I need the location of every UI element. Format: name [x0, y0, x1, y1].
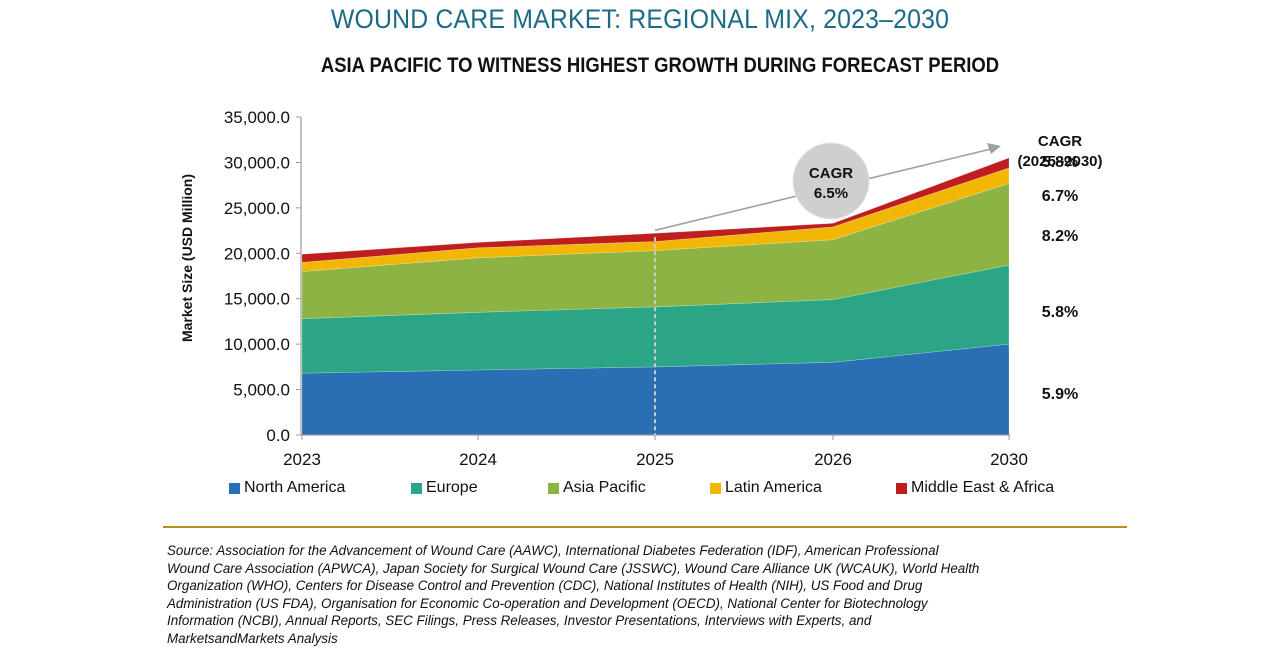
legend-swatch [548, 482, 559, 494]
cagr-value-latin-america: 6.7% [1042, 188, 1078, 205]
x-tick-label: 2024 [459, 450, 497, 469]
x-tick-label: 2026 [814, 450, 852, 469]
cagr-value-europe: 5.8% [1042, 304, 1078, 321]
cagr-value-middle-east-africa: 5.8% [1042, 154, 1078, 171]
source-line: MarketsandMarkets Analysis [167, 630, 338, 646]
source-line: Information (NCBI), Annual Reports, SEC … [167, 613, 872, 629]
x-tick-label: 2030 [990, 450, 1028, 469]
cagr-column-header: CAGR [1038, 133, 1082, 150]
area-latin-america [301, 167, 1010, 272]
legend-swatch [896, 482, 907, 494]
legend-swatch [710, 482, 721, 494]
y-axis-label: Market Size (USD Million) [179, 174, 195, 342]
overall-cagr-bubble [792, 142, 870, 220]
legend-item: Middle East & Africa [896, 479, 1054, 497]
y-tick-label: 10,000.0 [224, 335, 290, 354]
y-tick-label: 15,000.0 [224, 290, 290, 309]
axes: 0.0 5,000.0 10,000.0 15,000.0 20,000.0 25,000… [179, 108, 1028, 469]
legend-item: North America [229, 479, 345, 497]
y-tick-label: 25,000.0 [224, 199, 290, 218]
annotations: CAGR 6.5% CAGR (2025–2030) 5.9% 5.8% 8.2% 6.7% 5… [654, 133, 1103, 435]
arrowhead-icon [987, 143, 1001, 154]
legend-item: Europe [411, 479, 478, 497]
source-note: Source: Association for the Advancement … [167, 542, 1127, 648]
legend-label: Europe [426, 479, 478, 496]
chart-legend: North America Europe Asia Pacific Latin Ame… [0, 479, 1280, 501]
legend-label: Latin America [725, 479, 822, 496]
chart-title: WOUND CARE MARKET: REGIONAL MIX, 2023–20… [330, 4, 950, 34]
y-tick-label: 5,000.0 [233, 381, 290, 400]
overall-cagr-value: 6.5% [814, 185, 848, 202]
source-line: Organization (WHO), Centers for Disease … [167, 578, 923, 594]
legend-item: Asia Pacific [548, 479, 646, 497]
overall-cagr-label: CAGR [809, 165, 853, 182]
area-layers [301, 157, 1010, 436]
cagr-column-period: (2025–2030) [1017, 153, 1102, 170]
legend-label: Asia Pacific [563, 479, 646, 496]
y-tick-label: 35,000.0 [224, 108, 290, 127]
area-middle-east-africa [301, 157, 1010, 263]
legend-swatch [229, 482, 240, 494]
x-tick-label: 2023 [283, 450, 321, 469]
x-tick-label: 2025 [636, 450, 674, 469]
legend-swatch [411, 482, 422, 494]
footer-divider [163, 526, 1127, 528]
y-tick-label: 30,000.0 [224, 153, 290, 172]
legend-label: North America [244, 479, 346, 496]
legend-item: Latin America [710, 479, 822, 497]
area-europe [301, 264, 1010, 374]
source-line: Wound Care Association (APWCA), Japan So… [167, 560, 980, 576]
source-line: Administration (US FDA), Organisation fo… [167, 595, 928, 611]
legend-label: Middle East & Africa [911, 479, 1055, 496]
chart-subtitle: ASIA PACIFIC TO WITNESS HIGHEST GROWTH D… [320, 54, 1000, 77]
cagr-value-north-america: 5.9% [1042, 386, 1078, 403]
y-tick-label: 20,000.0 [224, 244, 290, 263]
source-line: Source: Association for the Advancement … [167, 543, 939, 558]
cagr-value-asia-pacific: 8.2% [1042, 228, 1078, 245]
y-tick-label: 0.0 [266, 426, 290, 445]
